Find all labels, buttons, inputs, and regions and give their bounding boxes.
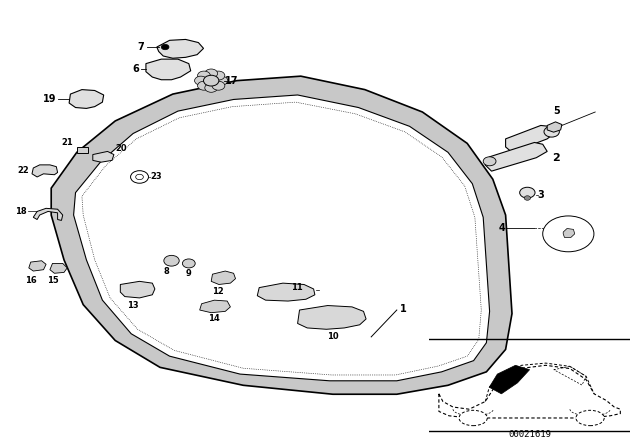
- Text: 23: 23: [150, 172, 162, 181]
- Text: 7: 7: [137, 42, 144, 52]
- Text: 13: 13: [127, 301, 139, 310]
- Text: 18: 18: [15, 207, 27, 216]
- Circle shape: [204, 75, 219, 86]
- Polygon shape: [563, 228, 575, 237]
- Circle shape: [544, 126, 559, 137]
- Circle shape: [136, 174, 143, 180]
- Text: 00021619: 00021619: [508, 430, 551, 439]
- Circle shape: [576, 410, 604, 426]
- Circle shape: [131, 171, 148, 183]
- Polygon shape: [50, 263, 67, 273]
- Circle shape: [212, 81, 225, 90]
- Text: 1: 1: [400, 304, 407, 314]
- Polygon shape: [257, 283, 315, 301]
- Text: 9: 9: [186, 269, 191, 278]
- Text: 15: 15: [47, 276, 58, 285]
- Polygon shape: [200, 300, 230, 313]
- Text: 22: 22: [17, 166, 29, 175]
- Polygon shape: [485, 142, 547, 171]
- Text: 20: 20: [115, 144, 127, 153]
- Polygon shape: [29, 261, 46, 271]
- Polygon shape: [120, 281, 155, 298]
- Circle shape: [524, 196, 531, 200]
- Text: 16: 16: [25, 276, 36, 285]
- Text: 19: 19: [43, 95, 56, 104]
- Circle shape: [205, 69, 218, 78]
- Polygon shape: [74, 95, 490, 381]
- Text: 17: 17: [225, 76, 239, 86]
- Circle shape: [520, 187, 535, 198]
- Text: 3: 3: [538, 190, 545, 200]
- Text: 21: 21: [62, 138, 74, 147]
- Polygon shape: [51, 76, 512, 394]
- Text: 14: 14: [209, 314, 220, 323]
- Circle shape: [205, 83, 218, 92]
- Text: 6: 6: [132, 65, 140, 74]
- Circle shape: [161, 44, 169, 50]
- Polygon shape: [77, 147, 88, 153]
- Circle shape: [543, 216, 594, 252]
- Circle shape: [198, 81, 211, 90]
- Circle shape: [215, 76, 228, 85]
- Polygon shape: [298, 306, 366, 329]
- Text: 8: 8: [164, 267, 169, 276]
- Text: 12: 12: [212, 287, 223, 296]
- Text: 10: 10: [327, 332, 339, 341]
- Polygon shape: [93, 151, 114, 162]
- Circle shape: [459, 410, 487, 426]
- Circle shape: [182, 259, 195, 268]
- Text: 5: 5: [554, 106, 560, 116]
- Polygon shape: [547, 122, 562, 132]
- Polygon shape: [33, 208, 63, 220]
- Circle shape: [195, 76, 207, 85]
- Circle shape: [198, 71, 211, 80]
- Polygon shape: [490, 365, 530, 394]
- Polygon shape: [506, 125, 556, 152]
- Text: 2: 2: [552, 153, 559, 163]
- Circle shape: [483, 157, 496, 166]
- Polygon shape: [69, 90, 104, 108]
- Text: 11: 11: [291, 283, 303, 292]
- Polygon shape: [211, 271, 236, 284]
- Polygon shape: [146, 59, 191, 80]
- Circle shape: [164, 255, 179, 266]
- Polygon shape: [32, 165, 58, 177]
- Text: 4: 4: [499, 224, 506, 233]
- Circle shape: [212, 71, 225, 80]
- Polygon shape: [157, 39, 204, 58]
